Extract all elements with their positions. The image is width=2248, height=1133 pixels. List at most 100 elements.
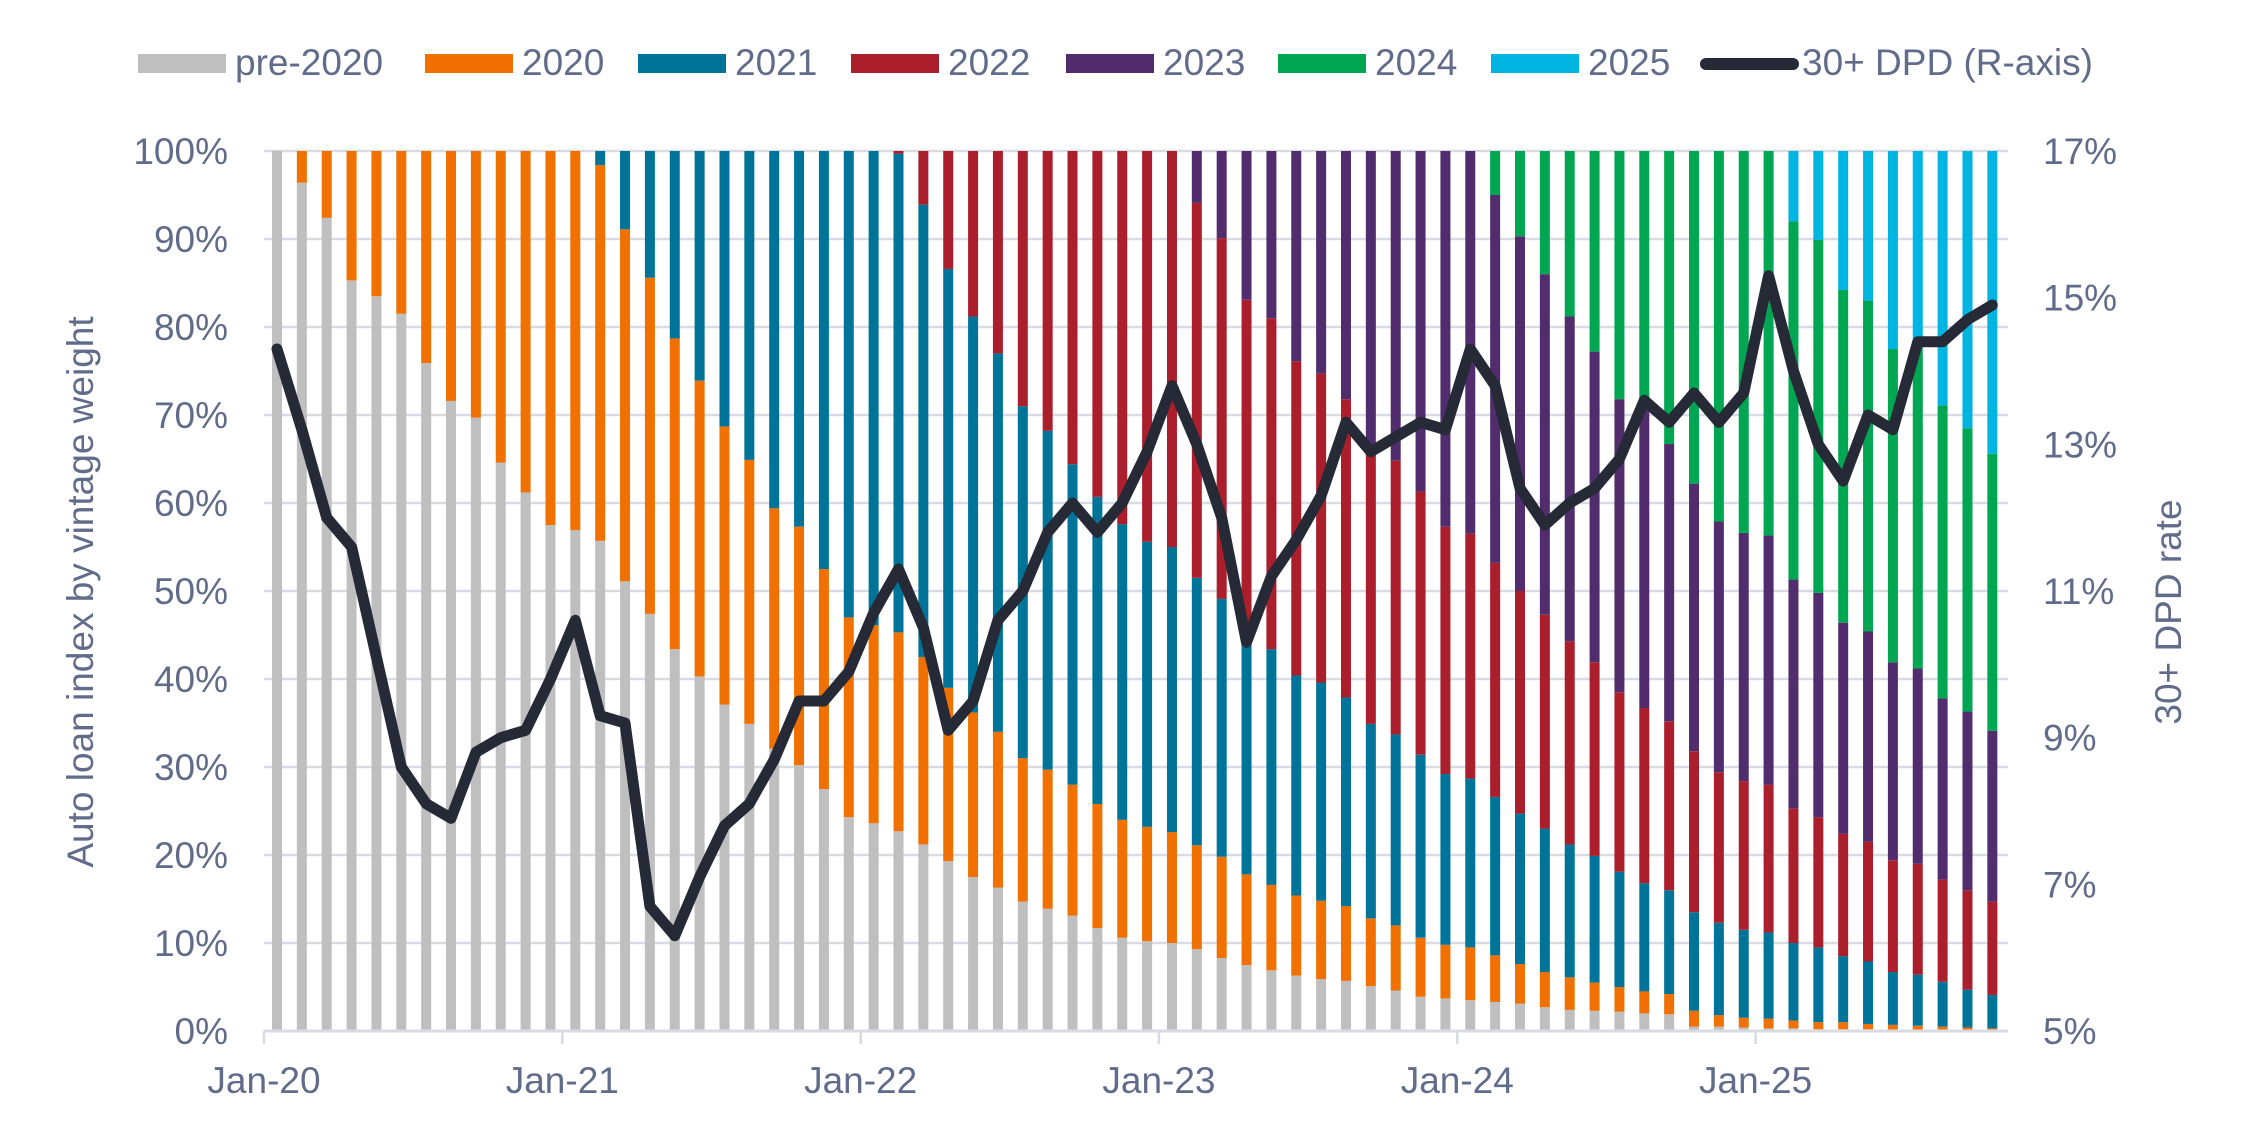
dpd-point xyxy=(1370,451,1372,453)
bar-segment-2024 xyxy=(1664,151,1675,445)
bar-segment-2022 xyxy=(1614,692,1625,872)
bar-segment-2020 xyxy=(868,625,879,824)
dpd-point xyxy=(500,737,502,739)
bar-segment-2020 xyxy=(1962,1027,1973,1031)
bar-segment-pre-2020 xyxy=(1316,979,1327,1031)
bar-segment-2020 xyxy=(1788,1020,1799,1029)
bar-stack xyxy=(968,151,979,1031)
left-tick-label: 20% xyxy=(154,835,228,876)
bar-segment-2020 xyxy=(1117,819,1128,938)
bar-segment-2020 xyxy=(1614,987,1625,1012)
bar-segment-2020 xyxy=(1266,884,1277,971)
bar-segment-2023 xyxy=(1962,711,1973,891)
dpd-point xyxy=(1270,575,1272,577)
bar-segment-2020 xyxy=(744,459,755,724)
bar-segment-2022 xyxy=(1589,662,1600,856)
left-tick-label: 40% xyxy=(154,659,228,700)
bar-segment-2025 xyxy=(1887,151,1898,349)
bar-segment-2021 xyxy=(1166,547,1177,833)
bar-segment-2025 xyxy=(1838,151,1849,291)
bar-segment-2023 xyxy=(1639,409,1650,709)
dpd-point xyxy=(1942,341,1944,343)
legend-swatch xyxy=(425,54,513,73)
bar-segment-2020 xyxy=(1738,1017,1749,1028)
bar-segment-2021 xyxy=(1887,972,1898,1025)
bar-stack xyxy=(1887,151,1898,1031)
dpd-point xyxy=(450,817,452,819)
bar-segment-2023 xyxy=(1390,151,1401,461)
bar-stack xyxy=(992,151,1003,1031)
bar-segment-2021 xyxy=(1664,890,1675,995)
bar-segment-pre-2020 xyxy=(346,280,357,1031)
bar-stack xyxy=(1142,151,1153,1031)
bar-stack xyxy=(446,151,457,1031)
bar-stack xyxy=(868,151,879,1031)
bar-segment-2020 xyxy=(396,151,407,314)
bar-segment-2023 xyxy=(1216,151,1227,239)
bar-segment-pre-2020 xyxy=(992,887,1003,1031)
bar-segment-2020 xyxy=(545,151,556,525)
dpd-point xyxy=(1966,319,1968,321)
dpd-point xyxy=(1047,531,1049,533)
bar-segment-2020 xyxy=(1316,900,1327,980)
bar-segment-2024 xyxy=(1962,428,1973,712)
dpd-point xyxy=(997,619,999,621)
bar-segment-2022 xyxy=(1365,451,1376,724)
bar-stack xyxy=(1664,151,1675,1031)
bar-segment-pre-2020 xyxy=(1415,996,1426,1031)
dpd-point xyxy=(922,627,924,629)
bar-stack xyxy=(272,151,282,1031)
bar-segment-2021 xyxy=(1415,754,1426,938)
bar-segment-2022 xyxy=(1937,879,1948,982)
bar-segment-2020 xyxy=(1564,977,1575,1010)
bar-segment-2024 xyxy=(1863,300,1874,632)
bar-segment-2021 xyxy=(1291,675,1302,896)
x-tick-label: Jan-23 xyxy=(1102,1060,1215,1101)
bar-segment-2023 xyxy=(1912,668,1923,864)
bar-segment-2025 xyxy=(1813,151,1824,240)
dpd-point xyxy=(1444,429,1446,431)
bar-segment-2020 xyxy=(296,151,307,183)
bar-segment-2024 xyxy=(1589,151,1600,352)
dpd-point xyxy=(1171,385,1173,387)
bar-segment-2022 xyxy=(1291,361,1302,676)
bar-segment-2020 xyxy=(1589,982,1600,1011)
dpd-point xyxy=(1345,421,1347,423)
bar-segment-pre-2020 xyxy=(1539,1007,1550,1031)
dpd-point xyxy=(375,656,377,658)
bar-stack xyxy=(1863,151,1874,1031)
bar-segment-2022 xyxy=(893,151,904,154)
bar-segment-2021 xyxy=(1042,430,1053,770)
dpd-point xyxy=(1817,443,1819,445)
bar-stack xyxy=(1490,151,1501,1031)
bar-segment-pre-2020 xyxy=(719,704,730,1031)
legend-label: 2024 xyxy=(1375,42,1457,83)
bar-segment-2020 xyxy=(1912,1025,1923,1031)
dpd-point xyxy=(425,803,427,805)
dpd-point xyxy=(1594,487,1596,489)
bar-segment-2021 xyxy=(1241,643,1252,875)
dpd-point xyxy=(1469,348,1471,350)
bar-segment-pre-2020 xyxy=(495,462,506,1031)
dpd-point xyxy=(1221,517,1223,519)
bar-segment-2022 xyxy=(1863,841,1874,962)
bar-stack xyxy=(1440,151,1451,1031)
left-tick-label: 30% xyxy=(154,747,228,788)
dpd-point xyxy=(1494,385,1496,387)
dpd-point xyxy=(1096,531,1098,533)
bar-stack xyxy=(1788,151,1799,1031)
bar-segment-pre-2020 xyxy=(470,417,481,1031)
bar-segment-2024 xyxy=(1912,346,1923,669)
bar-segment-2023 xyxy=(1937,698,1948,880)
legend-item: 2025 xyxy=(1491,42,1670,83)
bar-segment-2022 xyxy=(1415,491,1426,755)
bar-segment-2024 xyxy=(1887,349,1898,663)
bar-segment-2022 xyxy=(1838,833,1849,957)
bar-segment-pre-2020 xyxy=(918,844,929,1031)
dpd-point xyxy=(699,876,701,878)
legend-item: pre-2020 xyxy=(138,42,383,83)
dpd-point xyxy=(1768,275,1770,277)
bar-segment-2020 xyxy=(1291,895,1302,976)
bar-segment-2020 xyxy=(1166,832,1177,943)
bar-segment-2020 xyxy=(1440,944,1451,999)
